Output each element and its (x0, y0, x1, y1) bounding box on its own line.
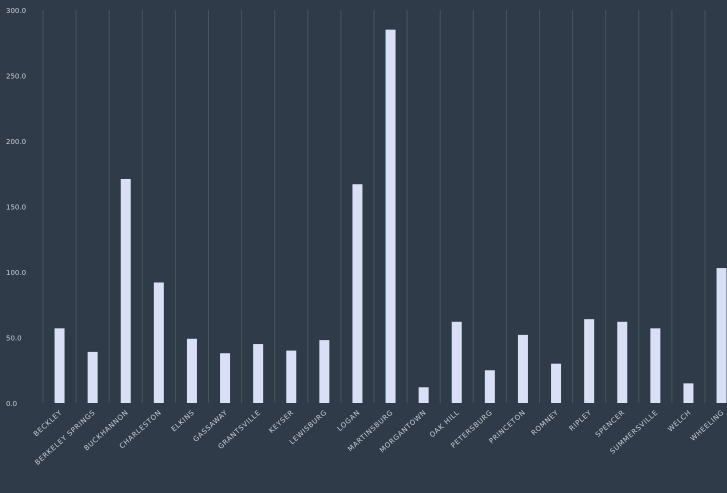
bar (120, 178, 131, 403)
x-tick-label: ROMNEY (530, 408, 561, 437)
bar (418, 387, 429, 403)
y-axis-ticks: 0.0 50.0 100.0 150.0 200.0 250.0 300.0 (6, 7, 26, 408)
bar (617, 321, 628, 403)
bar (319, 340, 330, 403)
y-tick-label: 50.0 (6, 335, 22, 343)
y-tick-label: 100.0 (6, 269, 26, 277)
bar (451, 321, 462, 403)
y-tick-label: 300.0 (6, 7, 26, 15)
x-tick-label: LOGAN (336, 409, 362, 433)
x-tick-label: SPENCER (594, 409, 627, 440)
y-tick-label: 150.0 (6, 204, 26, 212)
bar (220, 353, 231, 403)
x-tick-label: RIPLEY (568, 408, 594, 432)
y-tick-label: 0.0 (6, 400, 17, 408)
bar (551, 363, 562, 403)
x-tick-label: BECKLEY (32, 408, 64, 438)
y-tick-label: 200.0 (6, 138, 26, 146)
bar (286, 350, 297, 403)
y-tick-label: 250.0 (6, 73, 26, 81)
bar (153, 282, 164, 403)
bar (683, 383, 694, 403)
bar (517, 334, 528, 403)
bar (54, 328, 65, 403)
bar (87, 351, 98, 403)
x-tick-label: ELKINS (170, 409, 196, 434)
x-tick-label: BERKELEY SPRINGS (33, 409, 96, 467)
x-tick-label: WHEELING (689, 409, 726, 443)
bar (253, 344, 264, 403)
bar (584, 319, 595, 403)
bar (385, 29, 396, 404)
bar (484, 370, 495, 403)
bars (54, 29, 727, 404)
grid (42, 10, 706, 403)
bar (650, 328, 661, 403)
bar (186, 338, 197, 403)
x-tick-label: WELCH (666, 409, 692, 434)
x-tick-label: OAK HILL (428, 409, 461, 440)
bar (716, 268, 727, 403)
bar (352, 184, 363, 403)
x-tick-label: KEYSER (267, 409, 295, 435)
